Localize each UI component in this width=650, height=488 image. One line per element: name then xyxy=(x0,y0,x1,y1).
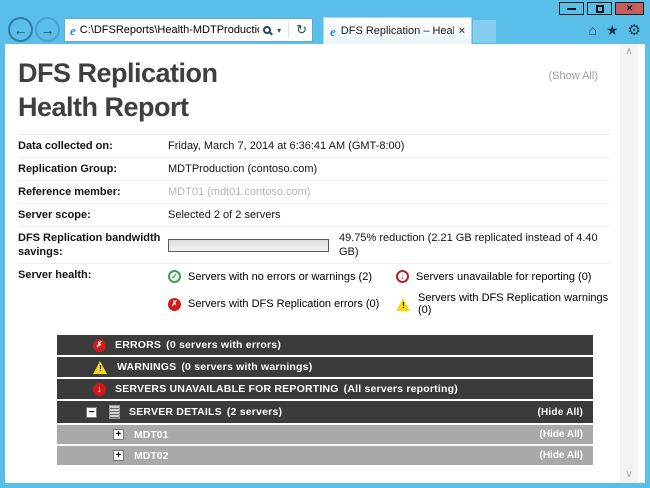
close-icon: ✕ xyxy=(625,3,634,13)
maximize-button[interactable] xyxy=(587,2,612,15)
field-value: MDT01 (mdt01.contoso.com) xyxy=(168,186,311,198)
field-label: Server health: xyxy=(18,269,92,281)
section-title: WARNINGS xyxy=(117,361,177,373)
ie-favicon: e xyxy=(70,22,76,38)
field-value: MDTProduction (contoso.com) xyxy=(168,163,318,175)
hide-all-link[interactable]: (Hide All) xyxy=(537,406,583,418)
page-content: ∧ ∨ DFS Replication Health Report (Show … xyxy=(5,44,645,483)
bandwidth-text: 49.75% reduction (2.21 GB replicated ins… xyxy=(338,232,598,258)
section-title: ERRORS xyxy=(115,339,162,351)
show-all-link[interactable]: (Show All) xyxy=(548,70,598,82)
health-text: Servers with no errors or warnings (2) xyxy=(188,270,373,283)
page-title: DFS Replication Health Report xyxy=(18,56,610,124)
summary-row-reference-member: Reference member: MDT01 (mdt01.contoso.c… xyxy=(18,181,610,204)
summary-row-replication-group: Replication Group: MDTProduction (contos… xyxy=(18,158,610,181)
address-dropdown-icon[interactable]: ▾ xyxy=(277,25,282,35)
expand-icon[interactable]: + xyxy=(113,450,124,461)
address-url[interactable]: C:\DFSReports\Health-MDTProduction-07Ma xyxy=(79,24,259,36)
field-label: Reference member: xyxy=(18,186,121,198)
health-text: Servers with DFS Replication errors (0) xyxy=(188,298,380,310)
maximize-icon xyxy=(595,4,604,13)
forward-icon: → xyxy=(40,21,55,38)
server-health-grid: ✓ Servers with no errors or warnings (2)… xyxy=(168,268,610,318)
section-server-details[interactable]: − SERVER DETAILS (2 servers) (Hide All) xyxy=(57,401,593,423)
error-cross-icon: ✗ xyxy=(168,297,181,311)
field-value: Selected 2 of 2 servers xyxy=(168,209,281,221)
section-title: SERVER DETAILS xyxy=(129,406,222,418)
home-icon[interactable]: ⌂ xyxy=(588,22,597,38)
tab-close-icon[interactable]: × xyxy=(458,25,465,37)
bandwidth-progress-bar xyxy=(168,238,329,252)
section-subtitle: (0 servers with errors) xyxy=(166,339,282,351)
section-subtitle: (0 servers with warnings) xyxy=(181,361,313,373)
section-subtitle: (All servers reporting) xyxy=(343,383,458,395)
settings-gear-icon[interactable]: ⚙ xyxy=(627,22,641,39)
summary-row-server-scope: Server scope: Selected 2 of 2 servers xyxy=(18,204,610,227)
title-bar[interactable]: ✕ xyxy=(0,0,650,16)
report-page: DFS Replication Health Report (Show All)… xyxy=(5,44,610,483)
field-label: Data collected on: xyxy=(18,140,113,152)
summary-row-bandwidth: DFS Replication bandwidth savings: 49.75… xyxy=(18,227,610,264)
field-label: DFS Replication bandwidth savings: xyxy=(18,232,161,258)
bandwidth-value: 49.75% reduction (2.21 GB replicated ins… xyxy=(168,231,610,259)
collapse-icon[interactable]: − xyxy=(86,406,97,418)
server-icon xyxy=(109,405,120,419)
browser-tab[interactable]: e DFS Replication – Health Re... × xyxy=(323,17,472,44)
tab-title: DFS Replication – Health Re... xyxy=(340,25,454,37)
health-text: Servers with DFS Replication warnings (0… xyxy=(418,292,609,316)
forward-button[interactable]: → xyxy=(35,17,60,42)
section-errors[interactable]: ✗ ERRORS (0 servers with errors) xyxy=(57,335,593,355)
summary-row-server-health: Server health: ✓ Servers with no errors … xyxy=(18,264,610,322)
server-name: MDT01 xyxy=(134,428,169,441)
address-separator xyxy=(288,22,290,38)
health-item-unavailable: ↓ Servers unavailable for reporting (0) xyxy=(396,270,610,283)
minimize-icon xyxy=(567,7,576,10)
warning-triangle-icon: ! xyxy=(93,360,108,374)
navigation-bar: ← → e C:\DFSReports\Health-MDTProduction… xyxy=(0,16,650,44)
back-button[interactable]: ← xyxy=(8,17,33,42)
title-line-1: DFS Replication xyxy=(18,58,218,88)
close-button[interactable]: ✕ xyxy=(615,2,644,15)
favorites-icon[interactable]: ★ xyxy=(605,21,619,38)
tab-ie-icon: e xyxy=(330,23,336,39)
expand-icon[interactable]: + xyxy=(113,429,124,440)
health-item-ok: ✓ Servers with no errors or warnings (2) xyxy=(168,270,396,283)
scrollbar[interactable]: ∧ ∨ xyxy=(620,44,638,483)
address-bar[interactable]: e C:\DFSReports\Health-MDTProduction-07M… xyxy=(64,18,313,42)
title-line-2: Health Report xyxy=(18,92,189,122)
unavailable-icon: ↓ xyxy=(93,382,106,396)
hide-all-link[interactable]: (Hide All) xyxy=(539,429,583,440)
server-row-mdt02[interactable]: + MDT02 (Hide All) xyxy=(57,446,593,465)
section-unavailable[interactable]: ↓ SERVERS UNAVAILABLE FOR REPORTING (All… xyxy=(57,379,593,399)
field-label: Replication Group: xyxy=(18,163,117,175)
hide-all-link[interactable]: (Hide All) xyxy=(539,450,583,461)
section-title: SERVERS UNAVAILABLE FOR REPORTING xyxy=(115,383,339,395)
error-cross-icon: ✗ xyxy=(93,338,106,352)
field-value: Friday, March 7, 2014 at 6:36:41 AM (GMT… xyxy=(168,140,405,152)
report-sections: ✗ ERRORS (0 servers with errors) ! WARNI… xyxy=(57,335,593,465)
browser-toolbar: ⌂ ★ ⚙ xyxy=(588,21,641,40)
window-controls: ✕ xyxy=(559,2,644,15)
minimize-button[interactable] xyxy=(559,2,584,15)
section-subtitle: (2 servers) xyxy=(226,406,283,418)
scroll-down-icon[interactable]: ∨ xyxy=(625,469,633,480)
section-warnings[interactable]: ! WARNINGS (0 servers with warnings) xyxy=(57,357,593,377)
server-name: MDT02 xyxy=(134,449,169,462)
summary-row-data-collected: Data collected on: Friday, March 7, 2014… xyxy=(18,135,610,158)
back-icon: ← xyxy=(13,21,28,38)
field-label: Server scope: xyxy=(18,209,91,221)
refresh-icon[interactable]: ↻ xyxy=(296,22,307,37)
report-summary: Data collected on: Friday, March 7, 2014… xyxy=(18,134,610,322)
search-icon[interactable] xyxy=(263,26,272,34)
scroll-up-icon[interactable]: ∧ xyxy=(625,46,633,57)
server-row-mdt01[interactable]: + MDT01 (Hide All) xyxy=(57,425,593,444)
unavailable-icon: ↓ xyxy=(396,270,409,283)
health-text: Servers unavailable for reporting (0) xyxy=(416,270,592,283)
warning-triangle-icon: ! xyxy=(396,297,411,311)
health-item-warnings: ! Servers with DFS Replication warnings … xyxy=(396,292,610,316)
ok-check-icon: ✓ xyxy=(168,270,181,283)
health-item-errors: ✗ Servers with DFS Replication errors (0… xyxy=(168,292,396,316)
new-tab-button[interactable] xyxy=(473,20,496,43)
